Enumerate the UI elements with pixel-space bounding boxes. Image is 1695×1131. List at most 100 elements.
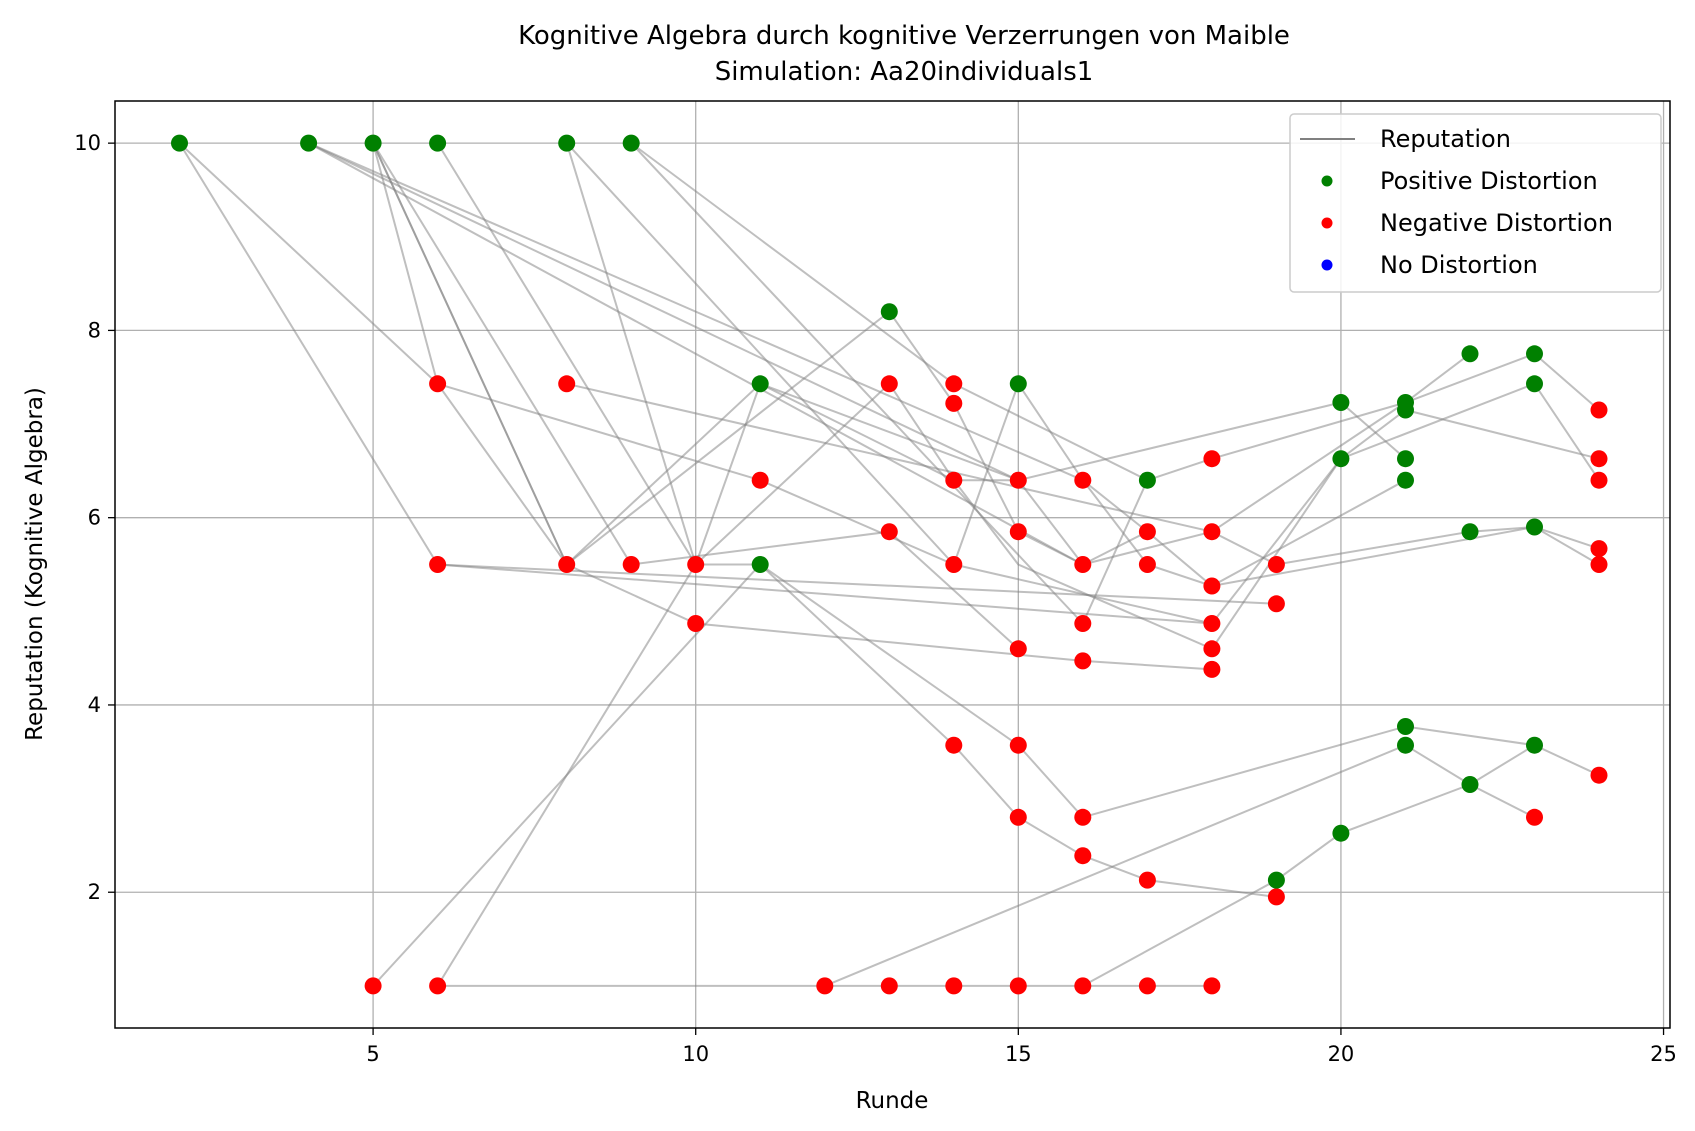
reputation-line — [565, 142, 1148, 568]
negative-distortion-point — [945, 977, 963, 995]
x-tick-label: 10 — [682, 1042, 709, 1066]
legend-label-none: No Distortion — [1380, 251, 1538, 279]
negative-distortion-point — [429, 977, 447, 995]
data-points — [171, 134, 1608, 995]
negative-distortion-point — [1203, 660, 1221, 678]
legend: Reputation Positive Distortion Negative … — [1289, 113, 1662, 293]
negative-distortion-point — [1590, 766, 1608, 784]
negative-distortion-point — [1590, 471, 1608, 489]
negative-distortion-point — [1138, 871, 1156, 889]
reputation-line — [566, 382, 1600, 566]
negative-distortion-point — [945, 471, 963, 489]
positive-distortion-point — [622, 134, 640, 152]
y-tick-label: 10 — [74, 131, 101, 155]
x-tick-label: 20 — [1328, 1042, 1355, 1066]
reputation-line — [178, 142, 1600, 625]
positive-distortion-point — [880, 303, 898, 321]
plot-area-frame — [114, 100, 1671, 1029]
reputation-line — [436, 142, 1277, 898]
negative-distortion-point — [1203, 523, 1221, 541]
negative-distortion-point — [558, 556, 576, 573]
legend-none-marker — [1321, 259, 1333, 271]
legend-label-negative: Negative Distortion — [1380, 209, 1613, 237]
negative-distortion-point — [1074, 977, 1092, 995]
positive-distortion-point — [1332, 394, 1350, 411]
negative-distortion-point — [945, 394, 963, 412]
negative-distortion-point — [1074, 808, 1092, 826]
y-tick-label: 2 — [88, 880, 101, 904]
legend-negative-marker — [1321, 217, 1333, 229]
legend-label-positive: Positive Distortion — [1380, 167, 1598, 195]
negative-distortion-point — [1138, 523, 1156, 541]
reputation-line — [437, 563, 1277, 605]
negative-distortion-point — [622, 556, 640, 573]
positive-distortion-point — [1397, 401, 1414, 419]
legend-label-reputation: Reputation — [1380, 125, 1511, 153]
negative-distortion-point — [1009, 736, 1027, 754]
chart-subtitle: Simulation: Aa20individuals1 — [715, 57, 1094, 87]
negative-distortion-point — [1074, 615, 1092, 632]
x-tick-label: 25 — [1650, 1042, 1677, 1066]
negative-distortion-point — [1009, 808, 1027, 826]
x-tick-label: 15 — [1005, 1042, 1032, 1066]
positive-distortion-point — [1526, 375, 1543, 393]
reputation-line — [308, 142, 1600, 588]
negative-distortion-point — [1590, 556, 1608, 573]
positive-distortion-point — [1332, 450, 1350, 468]
positive-distortion-point — [1397, 736, 1414, 754]
negative-distortion-point — [1203, 577, 1221, 595]
x-tick-label: 5 — [366, 1042, 379, 1066]
legend-box — [1289, 113, 1662, 293]
y-axis-ticks: 2 4 6 8 10 — [74, 131, 115, 904]
y-tick-label: 4 — [88, 693, 101, 717]
positive-distortion-point — [1461, 776, 1479, 793]
negative-distortion-point — [1590, 540, 1608, 558]
reputation-line — [824, 744, 1535, 987]
reputation-line — [372, 142, 1600, 651]
positive-distortion-point — [1397, 718, 1414, 735]
negative-distortion-point — [880, 375, 898, 393]
negative-distortion-point — [1267, 595, 1285, 613]
positive-distortion-point — [1461, 345, 1479, 363]
negative-distortion-point — [1074, 652, 1092, 670]
reputation-line — [308, 142, 1407, 482]
negative-distortion-point — [1203, 450, 1221, 468]
positive-distortion-point — [1009, 375, 1027, 393]
positive-distortion-point — [300, 134, 318, 152]
x-axis-ticks: 5 10 15 20 25 — [366, 1028, 1677, 1066]
positive-distortion-point — [1332, 824, 1350, 842]
negative-distortion-point — [1009, 977, 1027, 995]
positive-distortion-point — [1267, 871, 1285, 889]
positive-distortion-point — [1397, 471, 1414, 489]
negative-distortion-point — [1203, 615, 1221, 632]
negative-distortion-point — [1138, 556, 1156, 573]
negative-distortion-point — [687, 556, 705, 573]
y-tick-label: 8 — [88, 318, 101, 342]
negative-distortion-point — [945, 375, 963, 393]
negative-distortion-point — [687, 615, 705, 632]
negative-distortion-point — [429, 375, 447, 393]
negative-distortion-point — [1009, 523, 1027, 541]
negative-distortion-point — [945, 736, 963, 754]
negative-distortion-point — [429, 556, 447, 573]
positive-distortion-point — [1138, 471, 1156, 489]
negative-distortion-point — [1009, 640, 1027, 658]
negative-distortion-point — [1526, 808, 1543, 826]
positive-distortion-point — [558, 134, 576, 152]
positive-distortion-point — [1526, 736, 1543, 754]
positive-distortion-point — [1397, 450, 1414, 468]
negative-distortion-point — [1138, 977, 1156, 995]
y-axis-label: Reputation (Kognitive Algebra) — [22, 387, 48, 741]
y-tick-label: 6 — [88, 506, 101, 530]
negative-distortion-point — [1074, 471, 1092, 489]
legend-positive-marker — [1321, 175, 1333, 187]
negative-distortion-point — [1267, 556, 1285, 573]
negative-distortion-point — [1590, 401, 1608, 419]
x-axis-label: Runde — [856, 1088, 929, 1114]
negative-distortion-point — [1009, 471, 1027, 489]
negative-distortion-point — [945, 556, 963, 573]
negative-distortion-point — [1203, 977, 1221, 995]
positive-distortion-point — [751, 556, 769, 573]
negative-distortion-point — [1590, 450, 1608, 468]
